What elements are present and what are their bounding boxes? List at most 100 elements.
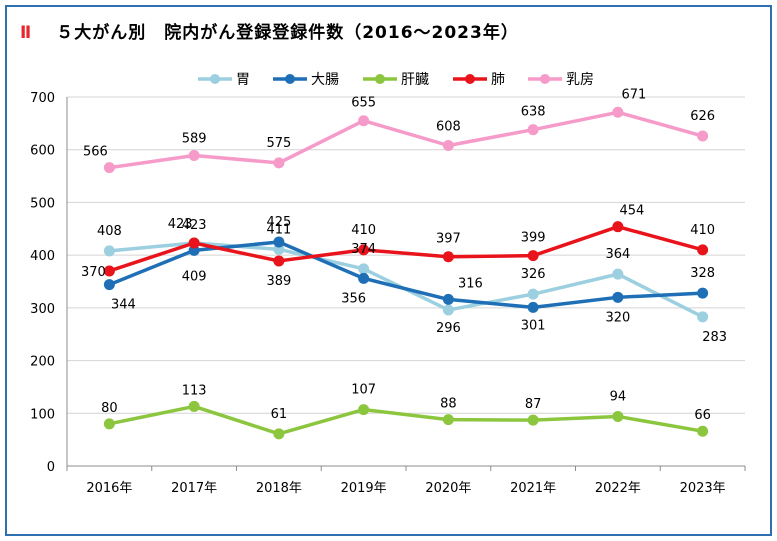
data-point — [273, 428, 285, 440]
data-point — [103, 265, 115, 277]
data-point — [358, 272, 370, 284]
data-label: 409 — [182, 269, 207, 284]
y-tick-label: 600 — [30, 144, 55, 159]
y-tick-label: 200 — [30, 355, 55, 370]
data-point — [103, 245, 115, 257]
data-label: 374 — [351, 242, 376, 257]
data-label: 423 — [182, 218, 207, 233]
data-label: 344 — [111, 298, 136, 313]
data-point — [442, 139, 454, 151]
data-point — [442, 293, 454, 305]
data-label: 389 — [266, 274, 291, 289]
data-label: 410 — [351, 223, 376, 238]
data-label: 411 — [266, 222, 291, 237]
data-point — [612, 268, 624, 280]
data-label: 626 — [690, 109, 715, 124]
data-label: 671 — [621, 87, 646, 102]
y-tick-label: 400 — [30, 249, 55, 264]
x-tick-label: 2019年 — [341, 481, 387, 496]
series-line — [108, 240, 703, 310]
data-point — [442, 414, 454, 426]
legend-marker — [285, 74, 295, 84]
data-point — [358, 244, 370, 256]
data-point — [358, 115, 370, 127]
data-label: 316 — [458, 276, 483, 291]
x-tick-label: 2018年 — [256, 481, 302, 496]
legend-marker — [465, 74, 475, 84]
legend-label: 大腸 — [311, 72, 339, 88]
data-label: 66 — [694, 408, 711, 423]
data-point — [358, 404, 370, 416]
data-point — [103, 279, 115, 291]
data-point — [612, 410, 624, 422]
data-point — [527, 124, 539, 136]
y-tick-label: 500 — [30, 196, 55, 211]
data-label: 61 — [271, 407, 288, 422]
data-label: 80 — [101, 401, 118, 416]
data-point — [697, 130, 709, 142]
data-label: 296 — [436, 321, 461, 336]
data-label: 397 — [436, 232, 461, 247]
data-label: 423 — [168, 217, 193, 232]
data-label: 425 — [266, 215, 291, 230]
data-point — [697, 311, 709, 323]
data-point — [188, 150, 200, 162]
data-label: 320 — [605, 310, 630, 325]
data-label: 370 — [81, 265, 106, 280]
data-label: 408 — [97, 224, 122, 239]
data-label: 356 — [341, 291, 366, 306]
data-point — [442, 304, 454, 316]
data-label: 113 — [182, 383, 207, 398]
data-point — [103, 162, 115, 174]
y-tick-label: 0 — [47, 460, 55, 475]
series-line — [108, 224, 704, 273]
data-point — [442, 251, 454, 263]
y-tick-label: 300 — [30, 302, 55, 317]
legend-label: 肝臓 — [401, 72, 429, 88]
data-point — [273, 255, 285, 267]
data-point — [527, 288, 539, 300]
data-point — [697, 287, 709, 299]
title-text: ５大がん別 院内がん登録登録件数（2016～2023年） — [56, 23, 519, 43]
data-point — [697, 244, 709, 256]
x-tick-label: 2022年 — [595, 481, 641, 496]
data-label: 566 — [83, 145, 108, 160]
data-label: 326 — [521, 267, 546, 282]
data-point — [527, 301, 539, 313]
data-label: 283 — [702, 330, 727, 345]
data-point — [273, 236, 285, 248]
chart-frame — [5, 5, 772, 536]
title-numeral: Ⅱ — [20, 23, 33, 43]
legend-label: 乳房 — [566, 72, 594, 88]
data-label: 655 — [351, 96, 376, 111]
legend-label: 肺 — [491, 72, 505, 88]
data-label: 88 — [440, 397, 457, 412]
data-label: 399 — [521, 231, 546, 246]
x-tick-label: 2023年 — [680, 481, 726, 496]
data-label: 364 — [605, 247, 630, 262]
data-label: 301 — [521, 318, 546, 333]
data-point — [612, 221, 624, 233]
data-label: 454 — [619, 204, 644, 219]
legend-marker — [375, 74, 385, 84]
data-label: 589 — [182, 132, 207, 147]
x-tick-label: 2016年 — [86, 481, 132, 496]
y-tick-label: 700 — [30, 91, 55, 106]
x-tick-label: 2020年 — [425, 481, 471, 496]
data-label: 638 — [521, 105, 546, 120]
chart-title: Ⅱ ５大がん別 院内がん登録登録件数（2016～2023年） — [20, 18, 519, 43]
data-point — [188, 400, 200, 412]
data-label: 87 — [525, 397, 542, 412]
legend-label: 胃 — [236, 72, 250, 88]
data-point — [358, 263, 370, 275]
x-tick-label: 2017年 — [171, 481, 217, 496]
data-point — [273, 157, 285, 169]
data-point — [527, 250, 539, 262]
data-label: 328 — [690, 266, 715, 281]
series-line — [109, 110, 704, 170]
data-point — [527, 414, 539, 426]
x-tick-label: 2021年 — [510, 481, 556, 496]
data-label: 608 — [436, 119, 461, 134]
y-tick-label: 100 — [30, 407, 55, 422]
